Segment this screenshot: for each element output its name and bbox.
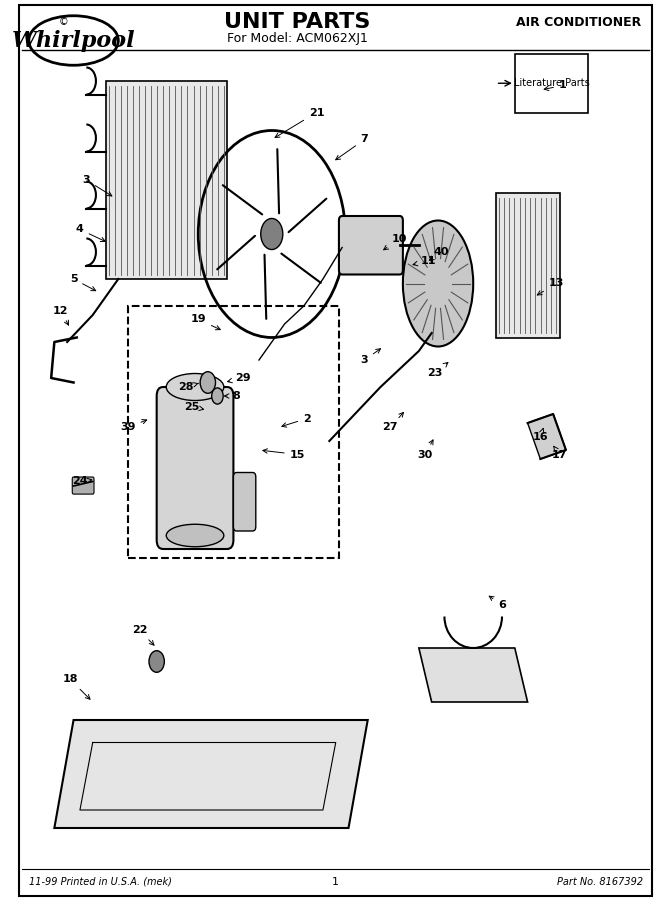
- Text: 1: 1: [332, 877, 339, 887]
- Text: 11-99 Printed in U.S.A. (mek): 11-99 Printed in U.S.A. (mek): [29, 877, 171, 887]
- Text: 30: 30: [418, 440, 433, 460]
- Polygon shape: [528, 414, 566, 459]
- Bar: [128, 306, 339, 558]
- Text: 19: 19: [191, 314, 220, 329]
- Text: 16: 16: [533, 428, 548, 442]
- Text: 23: 23: [427, 363, 448, 379]
- Circle shape: [200, 372, 215, 393]
- Bar: [495, 194, 560, 338]
- Text: 3: 3: [83, 175, 112, 196]
- Text: 39: 39: [120, 419, 147, 433]
- Text: 25: 25: [184, 401, 204, 412]
- Text: Whirlpool: Whirlpool: [12, 30, 135, 51]
- Ellipse shape: [166, 374, 224, 400]
- Ellipse shape: [166, 524, 224, 546]
- Text: 5: 5: [70, 274, 96, 291]
- Polygon shape: [55, 720, 368, 828]
- Text: 2: 2: [282, 413, 311, 428]
- Circle shape: [261, 219, 283, 249]
- Text: 12: 12: [53, 305, 68, 325]
- Text: ©: ©: [59, 17, 69, 28]
- Text: 17: 17: [552, 446, 567, 460]
- Text: 15: 15: [263, 449, 305, 460]
- Text: 21: 21: [275, 107, 325, 138]
- Circle shape: [149, 651, 164, 672]
- Text: AIR CONDITIONER: AIR CONDITIONER: [516, 16, 641, 29]
- Text: 7: 7: [336, 134, 369, 160]
- FancyBboxPatch shape: [233, 472, 256, 531]
- Text: 6: 6: [489, 596, 506, 610]
- Text: Part No. 8167392: Part No. 8167392: [556, 877, 643, 887]
- Text: 13: 13: [537, 278, 564, 295]
- FancyBboxPatch shape: [339, 216, 403, 274]
- Text: 27: 27: [382, 412, 403, 433]
- FancyBboxPatch shape: [156, 387, 233, 549]
- Text: 22: 22: [131, 625, 154, 645]
- Bar: [515, 54, 588, 112]
- Bar: [106, 81, 227, 279]
- Text: 28: 28: [177, 382, 198, 392]
- Text: 29: 29: [227, 373, 251, 383]
- Text: 3: 3: [361, 348, 380, 365]
- Text: 24: 24: [72, 476, 91, 487]
- Text: 18: 18: [62, 674, 90, 699]
- Circle shape: [212, 388, 223, 404]
- Text: 8: 8: [225, 391, 240, 401]
- Text: 4: 4: [76, 224, 105, 241]
- Text: 11: 11: [413, 256, 436, 266]
- Text: 10: 10: [384, 233, 407, 250]
- Polygon shape: [419, 648, 528, 702]
- Ellipse shape: [403, 220, 473, 346]
- Text: 1: 1: [544, 80, 566, 91]
- Text: Literature Parts: Literature Parts: [514, 78, 589, 88]
- Text: 40: 40: [429, 247, 449, 260]
- Text: UNIT PARTS: UNIT PARTS: [224, 13, 371, 32]
- FancyBboxPatch shape: [72, 477, 94, 494]
- Text: For Model: ACM062XJ1: For Model: ACM062XJ1: [227, 32, 368, 45]
